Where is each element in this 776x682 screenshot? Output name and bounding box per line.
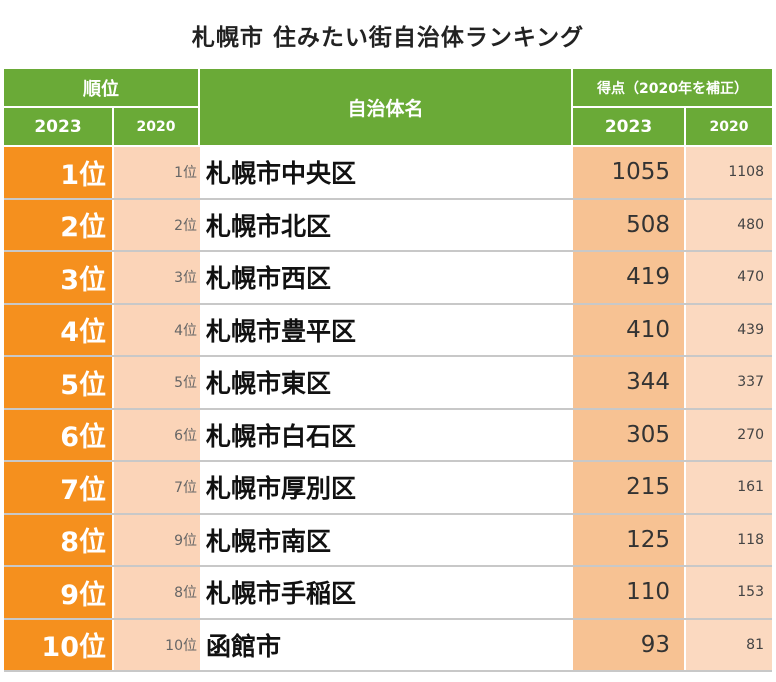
score-2023-cell: 215	[573, 462, 686, 513]
score-2020-cell: 1108	[686, 147, 772, 198]
rank-2020-cell: 9位	[114, 514, 200, 565]
table-row: 6位 6位 札幌市白石区 305 270	[4, 409, 772, 462]
rank-2020-cell: 4位	[114, 304, 200, 355]
municipality-name-cell: 札幌市手稲区	[200, 567, 573, 618]
rank-2023-cell: 3位	[4, 252, 114, 303]
score-2020-cell: 161	[686, 462, 772, 513]
table-row: 8位 9位 札幌市南区 125 118	[4, 514, 772, 567]
score-2023-cell: 93	[573, 619, 686, 670]
header-score-2020: 2020	[686, 108, 772, 147]
score-2023-cell: 508	[573, 199, 686, 250]
score-2020-cell: 270	[686, 409, 772, 460]
municipality-name-cell: 札幌市豊平区	[200, 304, 573, 355]
table-row: 7位 7位 札幌市厚別区 215 161	[4, 462, 772, 515]
score-2020-cell: 81	[686, 619, 772, 670]
table-header: 順位 自治体名 得点（2020年を補正） 2023 2020 2023 2020	[4, 69, 772, 147]
rank-2020-cell: 2位	[114, 199, 200, 250]
score-2020-cell: 337	[686, 357, 772, 408]
header-score: 得点（2020年を補正）	[573, 69, 772, 108]
municipality-name-cell: 札幌市中央区	[200, 147, 573, 198]
municipality-name-cell: 札幌市東区	[200, 357, 573, 408]
rank-2020-cell: 5位	[114, 357, 200, 408]
ranking-table: 順位 自治体名 得点（2020年を補正） 2023 2020 2023 2020…	[4, 69, 772, 672]
header-rank: 順位	[4, 69, 200, 108]
municipality-name-cell: 札幌市南区	[200, 514, 573, 565]
rank-2020-cell: 3位	[114, 252, 200, 303]
table-row: 10位 10位 函館市 93 81	[4, 619, 772, 672]
rank-2023-cell: 1位	[4, 147, 114, 198]
table-row: 5位 5位 札幌市東区 344 337	[4, 357, 772, 410]
score-2020-cell: 118	[686, 514, 772, 565]
score-2023-cell: 110	[573, 567, 686, 618]
municipality-name-cell: 札幌市白石区	[200, 409, 573, 460]
rank-2020-cell: 10位	[114, 619, 200, 670]
table-row: 9位 8位 札幌市手稲区 110 153	[4, 567, 772, 620]
rank-2020-cell: 7位	[114, 462, 200, 513]
rank-2020-cell: 1位	[114, 147, 200, 198]
municipality-name-cell: 札幌市厚別区	[200, 462, 573, 513]
municipality-name-cell: 札幌市西区	[200, 252, 573, 303]
table-body: 1位 1位 札幌市中央区 1055 1108 2位 2位 札幌市北区 508 480 3位 3位 札幌市…	[4, 147, 772, 672]
score-2020-cell: 153	[686, 567, 772, 618]
table-row: 2位 2位 札幌市北区 508 480	[4, 199, 772, 252]
rank-2023-cell: 2位	[4, 199, 114, 250]
header-rank-2023: 2023	[4, 108, 114, 147]
header-name: 自治体名	[200, 69, 573, 147]
score-2023-cell: 410	[573, 304, 686, 355]
rank-2023-cell: 10位	[4, 619, 114, 670]
municipality-name-cell: 函館市	[200, 619, 573, 670]
score-2023-cell: 125	[573, 514, 686, 565]
rank-2023-cell: 4位	[4, 304, 114, 355]
rank-2023-cell: 7位	[4, 462, 114, 513]
header-rank-2020: 2020	[114, 108, 200, 147]
table-row: 4位 4位 札幌市豊平区 410 439	[4, 304, 772, 357]
page-title: 札幌市 住みたい街自治体ランキング	[191, 25, 585, 51]
rank-2023-cell: 6位	[4, 409, 114, 460]
rank-2023-cell: 9位	[4, 567, 114, 618]
rank-2020-cell: 6位	[114, 409, 200, 460]
rank-2023-cell: 5位	[4, 357, 114, 408]
score-2020-cell: 439	[686, 304, 772, 355]
table-row: 1位 1位 札幌市中央区 1055 1108	[4, 147, 772, 200]
score-2023-cell: 305	[573, 409, 686, 460]
score-2023-cell: 419	[573, 252, 686, 303]
rank-2020-cell: 8位	[114, 567, 200, 618]
score-2020-cell: 480	[686, 199, 772, 250]
municipality-name-cell: 札幌市北区	[200, 199, 573, 250]
score-2023-cell: 344	[573, 357, 686, 408]
table-row: 3位 3位 札幌市西区 419 470	[4, 252, 772, 305]
header-score-2023: 2023	[573, 108, 686, 147]
rank-2023-cell: 8位	[4, 514, 114, 565]
score-2020-cell: 470	[686, 252, 772, 303]
score-2023-cell: 1055	[573, 147, 686, 198]
